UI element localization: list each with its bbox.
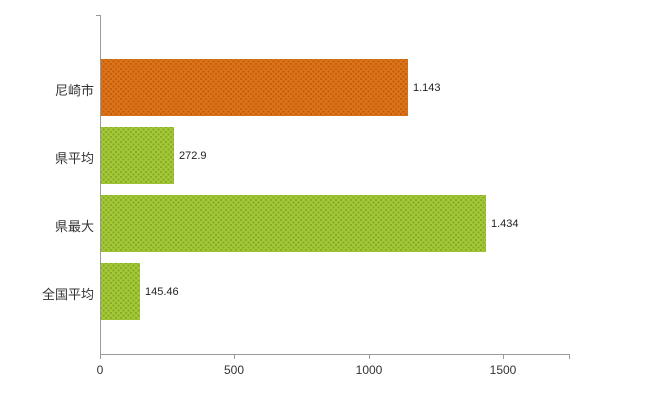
x-axis-tick xyxy=(100,355,101,359)
value-label: 1.143 xyxy=(413,81,441,94)
bar-0 xyxy=(101,59,408,116)
x-axis-end-tick xyxy=(569,355,570,359)
x-axis-tick-label: 500 xyxy=(223,363,245,377)
x-axis-tick-label: 0 xyxy=(96,363,104,377)
category-label: 全国平均 xyxy=(41,286,94,302)
x-axis-tick-label: 1500 xyxy=(489,363,517,377)
category-label: 尼崎市 xyxy=(54,82,94,98)
plot-area xyxy=(100,15,570,355)
bar-1 xyxy=(101,127,174,184)
y-axis-top-tick xyxy=(96,15,100,16)
x-axis-tick xyxy=(503,355,504,359)
bar-3 xyxy=(101,263,140,320)
value-label: 1.434 xyxy=(491,217,519,230)
category-label: 県最大 xyxy=(54,218,94,234)
x-axis-tick xyxy=(234,355,235,359)
value-label: 272.9 xyxy=(179,149,207,162)
value-label: 145.46 xyxy=(145,285,179,298)
category-label: 県平均 xyxy=(54,150,94,166)
x-axis-tick-label: 1000 xyxy=(355,363,383,377)
bar-2 xyxy=(101,195,486,252)
x-axis-tick xyxy=(369,355,370,359)
